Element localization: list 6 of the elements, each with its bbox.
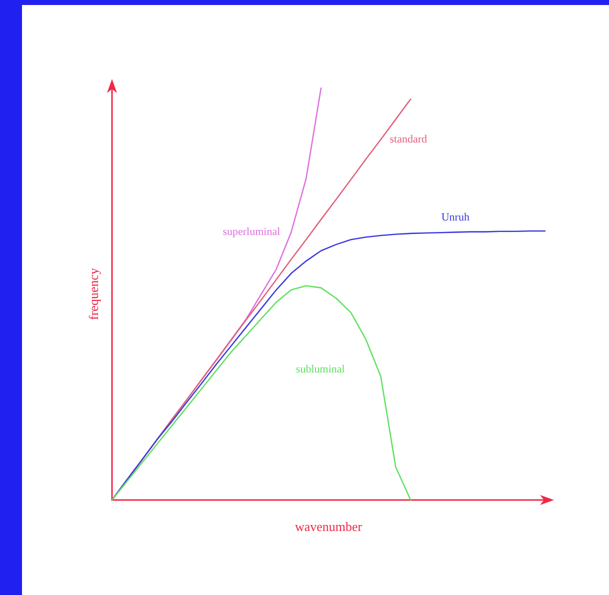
text: subluminal <box>296 363 345 376</box>
series-label: superluminal <box>222 226 280 238</box>
series-label: standard <box>390 134 428 146</box>
y-axis-title: frequency <box>86 268 101 320</box>
series-label: Unruh <box>441 212 470 224</box>
x-axis-title: wavenumber <box>294 519 363 534</box>
